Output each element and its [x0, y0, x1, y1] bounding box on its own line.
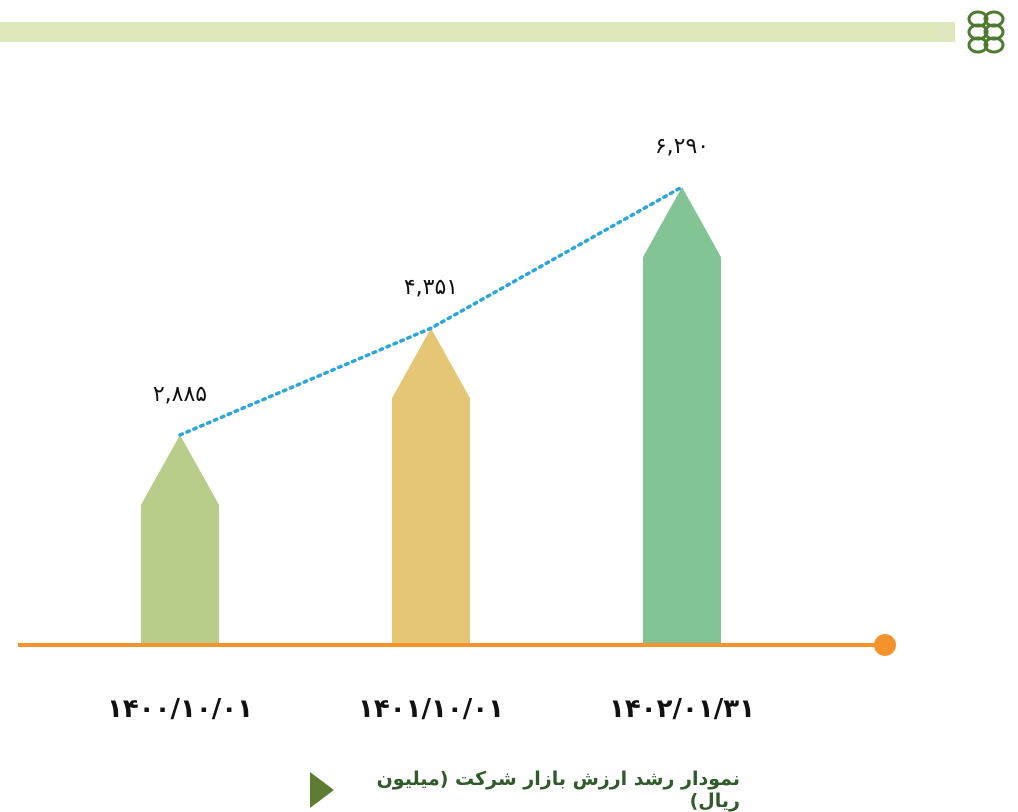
bar-2 [392, 328, 470, 645]
header-band [0, 22, 955, 42]
trend-line [178, 185, 684, 437]
chart-caption: نمودار رشد ارزش بازار شرکت (میلیون ریال) [300, 768, 740, 812]
category-label-3: ۱۴۰۲/۰۱/۳۱ [609, 694, 755, 724]
value-label-2: ۴,۳۵۱ [404, 275, 458, 300]
bar-3 [643, 187, 721, 645]
category-label-1: ۱۴۰۰/۱۰/۰۱ [107, 694, 253, 724]
bar-1 [141, 434, 219, 645]
company-logo-icon [967, 10, 1005, 54]
category-label-2: ۱۴۰۱/۱۰/۰۱ [358, 694, 504, 724]
caption-text: نمودار رشد ارزش بازار شرکت (میلیون ریال) [376, 768, 740, 812]
x-axis-end-dot [874, 634, 896, 656]
value-label-1: ۲,۸۸۵ [153, 382, 207, 407]
value-label-3: ۶,۲۹۰ [655, 134, 709, 159]
caption-marker-icon [310, 772, 334, 808]
